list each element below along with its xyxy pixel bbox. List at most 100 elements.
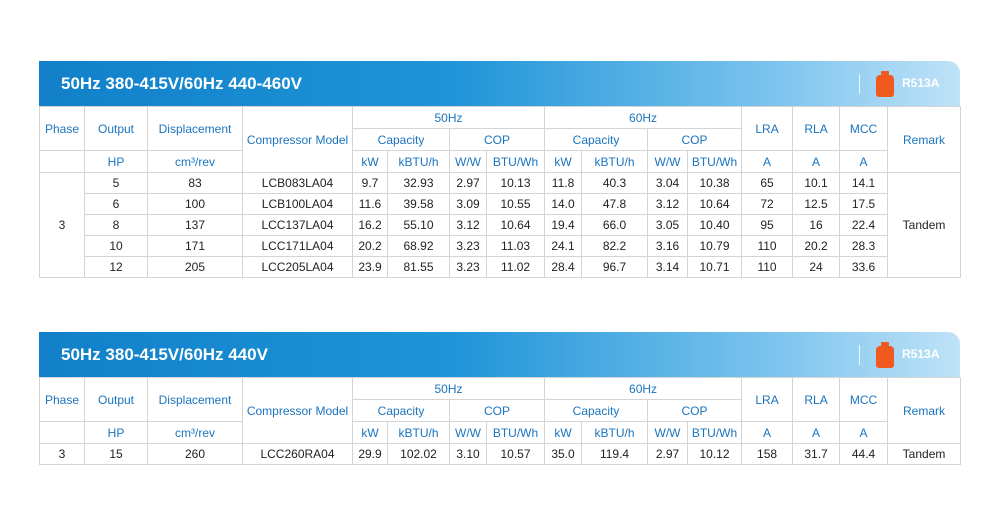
- table-row: 12 205 LCC205LA04 23.9 81.55 3.23 11.02 28.4 96.…: [40, 256, 961, 278]
- table-cell: LCC171LA04: [242, 235, 353, 257]
- table-cell: 158: [741, 443, 794, 465]
- table-cell: 68.92: [387, 235, 450, 257]
- table-cell: 20.2: [352, 235, 388, 257]
- spec-section-1: 50Hz 380-415V/60Hz 440-460V R513A Phase …: [39, 61, 962, 278]
- table-cell: 10.55: [485, 193, 546, 215]
- unit-kbtu-50: kBTU/h: [387, 150, 450, 173]
- table-cell: 11.02: [485, 256, 546, 278]
- unit-kw-60: kW: [544, 150, 583, 173]
- banner-divider: [859, 74, 860, 94]
- header-cop-50: COP: [448, 128, 546, 151]
- section-title: 50Hz 380-415V/60Hz 440-460V: [61, 74, 302, 93]
- refrigerant-label: R513A: [902, 347, 940, 361]
- unit-kw-60: kW: [544, 421, 583, 444]
- table-cell: 39.58: [387, 193, 450, 215]
- header-displacement: Displacement: [147, 106, 243, 151]
- table-cell: 20.2: [792, 235, 841, 257]
- table-body: 3 5 83 LCB083LA04 9.7 32.93 2.97 10.13 11.8 40.3 3…: [39, 172, 962, 278]
- table-cell: LCC260RA04: [242, 443, 353, 465]
- table-cell: 11.6: [352, 193, 388, 215]
- header-60hz: 60Hz: [544, 106, 743, 129]
- table-cell: 40.3: [581, 172, 649, 194]
- header-output: Output: [84, 377, 148, 422]
- header-capacity-60: Capacity: [544, 399, 649, 422]
- section-banner: 50Hz 380-415V/60Hz 440V R513A: [39, 332, 960, 377]
- unit-rla: A: [792, 150, 841, 173]
- section-banner: 50Hz 380-415V/60Hz 440-460V R513A: [39, 61, 960, 106]
- table-cell: 66.0: [581, 214, 649, 236]
- table-cell: 119.4: [581, 443, 649, 465]
- table-cell: 55.10: [387, 214, 450, 236]
- table-cell: LCB083LA04: [242, 172, 353, 194]
- header-displacement: Displacement: [147, 377, 243, 422]
- unit-btuwh-50: BTU/Wh: [485, 150, 546, 173]
- table-cell: 10.13: [485, 172, 546, 194]
- header-cop-50: COP: [448, 399, 546, 422]
- table-cell: 100: [147, 193, 243, 215]
- table-cell: 16: [792, 214, 841, 236]
- header-50hz: 50Hz: [351, 377, 546, 400]
- table-cell: 10.71: [687, 256, 743, 278]
- table-cell: 10.40: [687, 214, 743, 236]
- table-cell: 3.14: [647, 256, 689, 278]
- header-phase-unit: [39, 421, 85, 444]
- table-cell: 95: [741, 214, 794, 236]
- unit-lra: A: [741, 150, 794, 173]
- table-cell: 10.64: [687, 193, 743, 215]
- table-cell: 10.12: [687, 443, 743, 465]
- unit-displacement: cm³/rev: [147, 421, 243, 444]
- table-cell: 65: [741, 172, 794, 194]
- header-lra: LRA: [741, 377, 794, 422]
- unit-mcc: A: [839, 421, 889, 444]
- table-cell: 28.3: [839, 235, 889, 257]
- table-cell: 110: [741, 235, 794, 257]
- table-cell: 2.97: [449, 172, 487, 194]
- table-cell: 35.0: [544, 443, 583, 465]
- header-capacity-50: Capacity: [352, 128, 450, 151]
- header-phase: Phase: [39, 377, 85, 422]
- table-cell: 12.5: [792, 193, 841, 215]
- table-cell: 10: [84, 235, 148, 257]
- table-row: 10 171 LCC171LA04 20.2 68.92 3.23 11.03 24.1 82.…: [40, 235, 961, 257]
- unit-ww-50: W/W: [449, 421, 487, 444]
- table-row: 3 15 260 LCC260RA04 29.9 102.02 3.10 10.57 35.0 1…: [39, 443, 962, 465]
- header-mcc: MCC: [839, 377, 889, 422]
- table-cell: LCB100LA04: [242, 193, 353, 215]
- table-cell: LCC205LA04: [242, 256, 353, 278]
- table-cell: 12: [84, 256, 148, 278]
- unit-btuwh-60: BTU/Wh: [687, 150, 743, 173]
- table-cell: 3.04: [647, 172, 689, 194]
- table-cell: 102.02: [387, 443, 450, 465]
- header-rla: RLA: [792, 377, 841, 422]
- table-cell: 22.4: [839, 214, 889, 236]
- unit-hp: HP: [84, 421, 148, 444]
- remark-cell: Tandem: [887, 443, 962, 465]
- table-cell: 110: [741, 256, 794, 278]
- table-cell: 82.2: [581, 235, 649, 257]
- table-cell: 10.79: [687, 235, 743, 257]
- table-cell: 3.23: [449, 256, 487, 278]
- table-cell: 3.10: [449, 443, 487, 465]
- table-cell: 137: [147, 214, 243, 236]
- section-title: 50Hz 380-415V/60Hz 440V: [61, 345, 268, 364]
- header-mcc: MCC: [839, 106, 889, 151]
- refrigerant-cylinder-icon: [876, 71, 894, 97]
- table-cell: 11.03: [485, 235, 546, 257]
- table-cell: 14.0: [544, 193, 583, 215]
- table-cell: 260: [147, 443, 243, 465]
- table-cell: 14.1: [839, 172, 889, 194]
- table-cell: 5: [84, 172, 148, 194]
- banner-divider: [859, 345, 860, 365]
- table-cell: 10.64: [485, 214, 546, 236]
- table-cell: 32.93: [387, 172, 450, 194]
- table-cell: 17.5: [839, 193, 889, 215]
- table-cell: 205: [147, 256, 243, 278]
- table-cell: 8: [84, 214, 148, 236]
- header-capacity-50: Capacity: [352, 399, 450, 422]
- table-cell: 81.55: [387, 256, 450, 278]
- table-cell: 44.4: [839, 443, 889, 465]
- unit-displacement: cm³/rev: [147, 150, 243, 173]
- table-cell: 3.05: [647, 214, 689, 236]
- header-remark: Remark: [887, 106, 962, 173]
- unit-kw-50: kW: [352, 421, 388, 444]
